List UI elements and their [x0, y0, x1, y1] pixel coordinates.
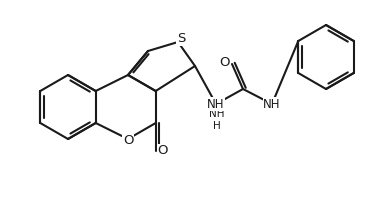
Text: S: S: [177, 32, 185, 45]
Text: O: O: [158, 144, 168, 157]
Text: NH: NH: [263, 98, 281, 111]
Text: O: O: [123, 133, 133, 146]
Text: O: O: [220, 55, 230, 69]
Text: NH: NH: [207, 98, 225, 111]
Text: NH
H: NH H: [209, 109, 225, 131]
